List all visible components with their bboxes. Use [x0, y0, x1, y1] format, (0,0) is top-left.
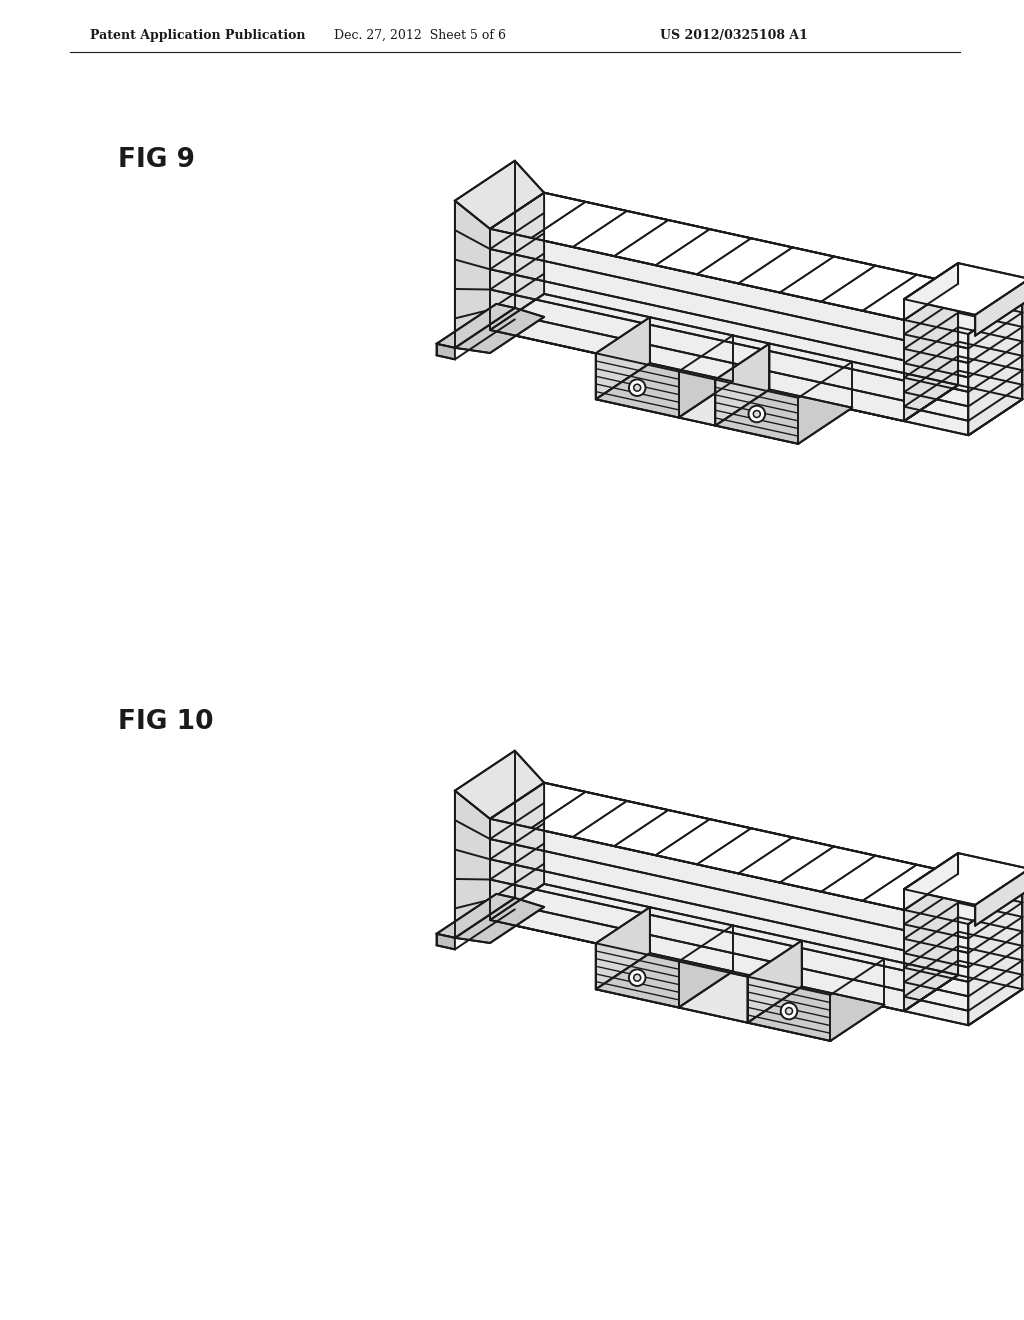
Polygon shape — [904, 356, 1023, 407]
Polygon shape — [904, 903, 1023, 953]
Circle shape — [629, 969, 645, 986]
Polygon shape — [716, 389, 852, 444]
Polygon shape — [679, 961, 748, 1023]
Polygon shape — [904, 932, 1023, 982]
Polygon shape — [436, 343, 455, 359]
Polygon shape — [748, 977, 830, 1041]
Polygon shape — [904, 342, 1023, 392]
Polygon shape — [904, 946, 1023, 997]
Polygon shape — [490, 818, 904, 1011]
Polygon shape — [455, 791, 490, 937]
Polygon shape — [596, 354, 679, 417]
Text: US 2012/0325108 A1: US 2012/0325108 A1 — [660, 29, 808, 41]
Polygon shape — [596, 953, 733, 1007]
Polygon shape — [904, 385, 1023, 436]
Polygon shape — [904, 961, 1023, 1011]
Polygon shape — [490, 228, 904, 421]
Polygon shape — [904, 263, 958, 319]
Polygon shape — [490, 294, 958, 421]
Polygon shape — [748, 941, 802, 1023]
Circle shape — [749, 405, 765, 422]
Polygon shape — [904, 853, 958, 909]
Polygon shape — [904, 888, 1023, 939]
Polygon shape — [490, 228, 904, 421]
Polygon shape — [490, 783, 958, 909]
Polygon shape — [679, 381, 769, 425]
Polygon shape — [490, 884, 958, 1011]
Polygon shape — [904, 874, 958, 1011]
Polygon shape — [904, 263, 1024, 315]
Text: Patent Application Publication: Patent Application Publication — [90, 29, 305, 41]
Text: FIG 10: FIG 10 — [118, 709, 213, 735]
Polygon shape — [904, 853, 1024, 906]
Polygon shape — [904, 298, 1023, 348]
Polygon shape — [436, 933, 455, 949]
Polygon shape — [490, 193, 958, 319]
Polygon shape — [490, 818, 904, 1011]
Polygon shape — [436, 894, 515, 937]
Polygon shape — [455, 898, 544, 942]
Polygon shape — [455, 201, 490, 348]
Circle shape — [634, 974, 641, 981]
Polygon shape — [904, 313, 1023, 363]
Polygon shape — [904, 371, 1023, 421]
Circle shape — [629, 379, 645, 396]
Polygon shape — [904, 284, 958, 421]
Text: Dec. 27, 2012  Sheet 5 of 6: Dec. 27, 2012 Sheet 5 of 6 — [334, 29, 506, 41]
Polygon shape — [455, 161, 544, 228]
Polygon shape — [975, 869, 1024, 925]
Polygon shape — [596, 317, 650, 399]
Polygon shape — [436, 304, 515, 348]
Circle shape — [780, 1003, 798, 1019]
Polygon shape — [904, 917, 1023, 968]
Text: FIG 9: FIG 9 — [118, 147, 195, 173]
Polygon shape — [969, 888, 1023, 1026]
Polygon shape — [490, 193, 958, 319]
Polygon shape — [975, 279, 1024, 335]
Polygon shape — [596, 363, 733, 417]
Circle shape — [754, 411, 760, 417]
Polygon shape — [969, 298, 1023, 436]
Circle shape — [785, 1007, 793, 1015]
Polygon shape — [904, 975, 1023, 1026]
Polygon shape — [490, 783, 544, 920]
Polygon shape — [596, 944, 679, 1007]
Polygon shape — [596, 907, 650, 989]
Polygon shape — [748, 986, 885, 1041]
Polygon shape — [455, 751, 544, 818]
Polygon shape — [455, 308, 544, 352]
Polygon shape — [716, 343, 769, 425]
Polygon shape — [679, 371, 716, 425]
Circle shape — [634, 384, 641, 391]
Polygon shape — [904, 327, 1023, 378]
Polygon shape — [679, 972, 802, 1023]
Polygon shape — [716, 380, 798, 444]
Polygon shape — [490, 783, 958, 909]
Polygon shape — [490, 193, 544, 330]
